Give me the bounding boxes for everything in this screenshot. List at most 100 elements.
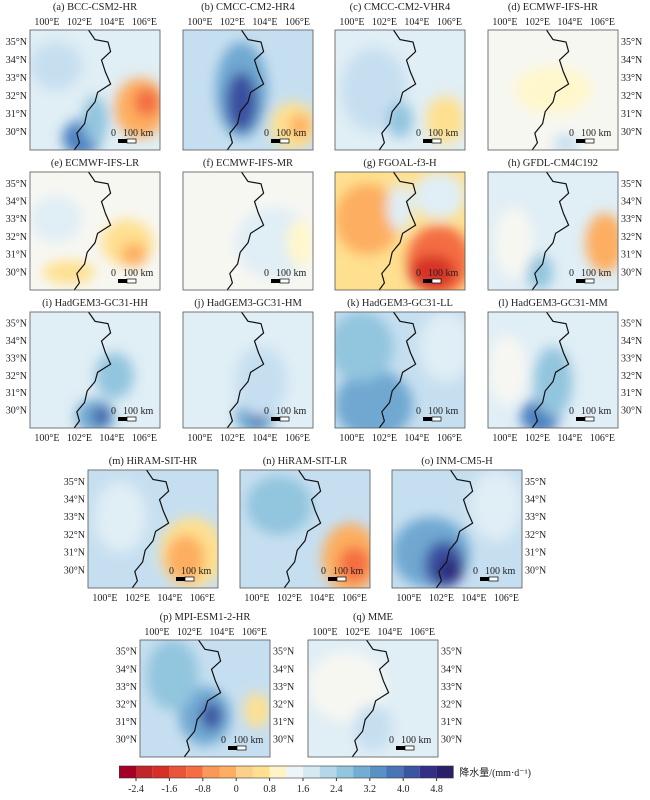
map-frame [334,311,466,429]
panel-title: (d) ECMWF-IFS-HR [508,2,598,13]
lon-label: 104°E [557,433,582,444]
lat-label: 33°N [621,73,642,84]
colorbar: -2.4 -1.6 -0.8 0 0.8 1.6 2.4 3.2 4.0 4.8 降水量/(mm·d… [119,765,531,795]
field-blob [93,407,110,426]
lon-label: 102°E [372,17,397,28]
scale-length: 100 km [276,128,307,139]
field-blob [585,213,618,273]
lat-label: 31°N [621,388,642,399]
panels: (a) BCC-CSM2-HR 100°E 102°E 104°E 106°E 35°N 3… [6,2,642,758]
colorbar-cell [119,766,136,778]
map-panel: (k) HadGEM3-GC31-LL 100°E 102°E 104°E 106°E 0… [334,298,466,444]
field-blobs [215,42,313,150]
field-blob [335,370,413,428]
lat-label: 32°N [116,699,137,710]
lon-label: 106°E [437,17,462,28]
map-panel: (f) ECMWF-IFS-MR 0 100 km [182,158,314,291]
lat-label: 31°N [64,548,85,559]
lat-label: 35°N [116,647,137,658]
colorbar-cell [419,766,437,778]
map-frame [29,171,161,291]
lat-label: 30°N [273,734,294,745]
colorbar-tick-label: 4.0 [397,784,410,795]
lat-label: 32°N [6,371,27,382]
lat-label: 30°N [64,565,85,576]
lat-label: 35°N [621,37,642,48]
colorbar-cell [202,766,220,778]
field-blobs [75,352,134,428]
lat-label: 30°N [116,734,137,745]
field-blob [244,692,270,728]
field-blob [246,475,312,535]
lon-label: 106°E [494,593,519,604]
panel-title: (g) FGOAL-f3-H [363,158,437,169]
colorbar-cell [336,766,354,778]
scale-length: 100 km [123,406,154,417]
lat-label: 34°N [64,495,85,506]
scale-white [279,138,290,144]
lat-label: 34°N [621,197,642,208]
lon-label: 104°E [557,17,582,28]
scale-black [118,279,127,283]
boundary [73,312,112,428]
map-field [488,172,618,290]
scale-zero: 0 [389,735,394,746]
map-frame [334,29,466,151]
lon-label: 104°E [99,17,124,28]
lat-label: 34°N [116,664,137,675]
lon-label: 102°E [429,593,454,604]
lat-label: 30°N [441,734,462,745]
lon-label: 106°E [437,433,462,444]
scale-black [396,746,405,750]
map-field [392,470,522,588]
lat-label: 35°N [441,647,462,658]
scale-black [423,279,432,283]
scale-white [336,576,347,582]
map-field [240,470,370,588]
field-blob [335,183,400,255]
lat-label: 30°N [6,127,27,138]
map-frame [29,311,161,429]
field-blob [95,352,134,399]
lon-label: 106°E [590,17,615,28]
map-frame [391,469,523,589]
panel-title: (a) BCC-CSM2-HR [53,2,137,13]
panel-title: (e) ECMWF-IFS-LR [51,158,139,169]
lat-label: 30°N [6,406,27,417]
panel-title: (j) HadGEM3-GC31-HM [194,298,302,309]
lon-label: 100°E [187,17,212,28]
map-field [183,172,313,290]
colorbar-tick-label: 3.2 [364,784,377,795]
lat-label: 34°N [525,495,546,506]
map-frame [334,171,466,291]
panel-title: (k) HadGEM3-GC31-LL [347,298,453,309]
lon-label: 104°E [252,17,277,28]
colorbar-tick-label: 0 [234,784,239,795]
lon-label: 106°E [410,627,435,638]
map-frame [487,171,619,291]
lat-label: 34°N [6,55,27,66]
scale-black [271,417,280,421]
field-blob [201,702,222,731]
lat-label: 31°N [621,109,642,120]
lon-label: 102°E [177,627,202,638]
field-blob [121,242,147,267]
lon-label: 100°E [492,17,517,28]
colorbar-cell [219,766,237,778]
scale-black [328,577,337,581]
scale-black [423,417,432,421]
colorbar-cell [236,766,253,778]
lon-label: 102°E [345,627,370,638]
scale-white [431,416,442,422]
lat-label: 31°N [621,250,642,261]
map-field [488,30,618,150]
colorbar-cell [369,766,387,778]
lat-label: 33°N [525,512,546,523]
scale-length: 100 km [581,128,612,139]
scale-length: 100 km [233,735,264,746]
lat-label: 34°N [621,55,642,66]
field-blob [409,254,456,290]
map-panel: (i) HadGEM3-GC31-HH 100°E 102°E 104°E 106°E 3… [6,298,161,444]
lon-label: 106°E [190,593,215,604]
field-blob [146,640,199,711]
